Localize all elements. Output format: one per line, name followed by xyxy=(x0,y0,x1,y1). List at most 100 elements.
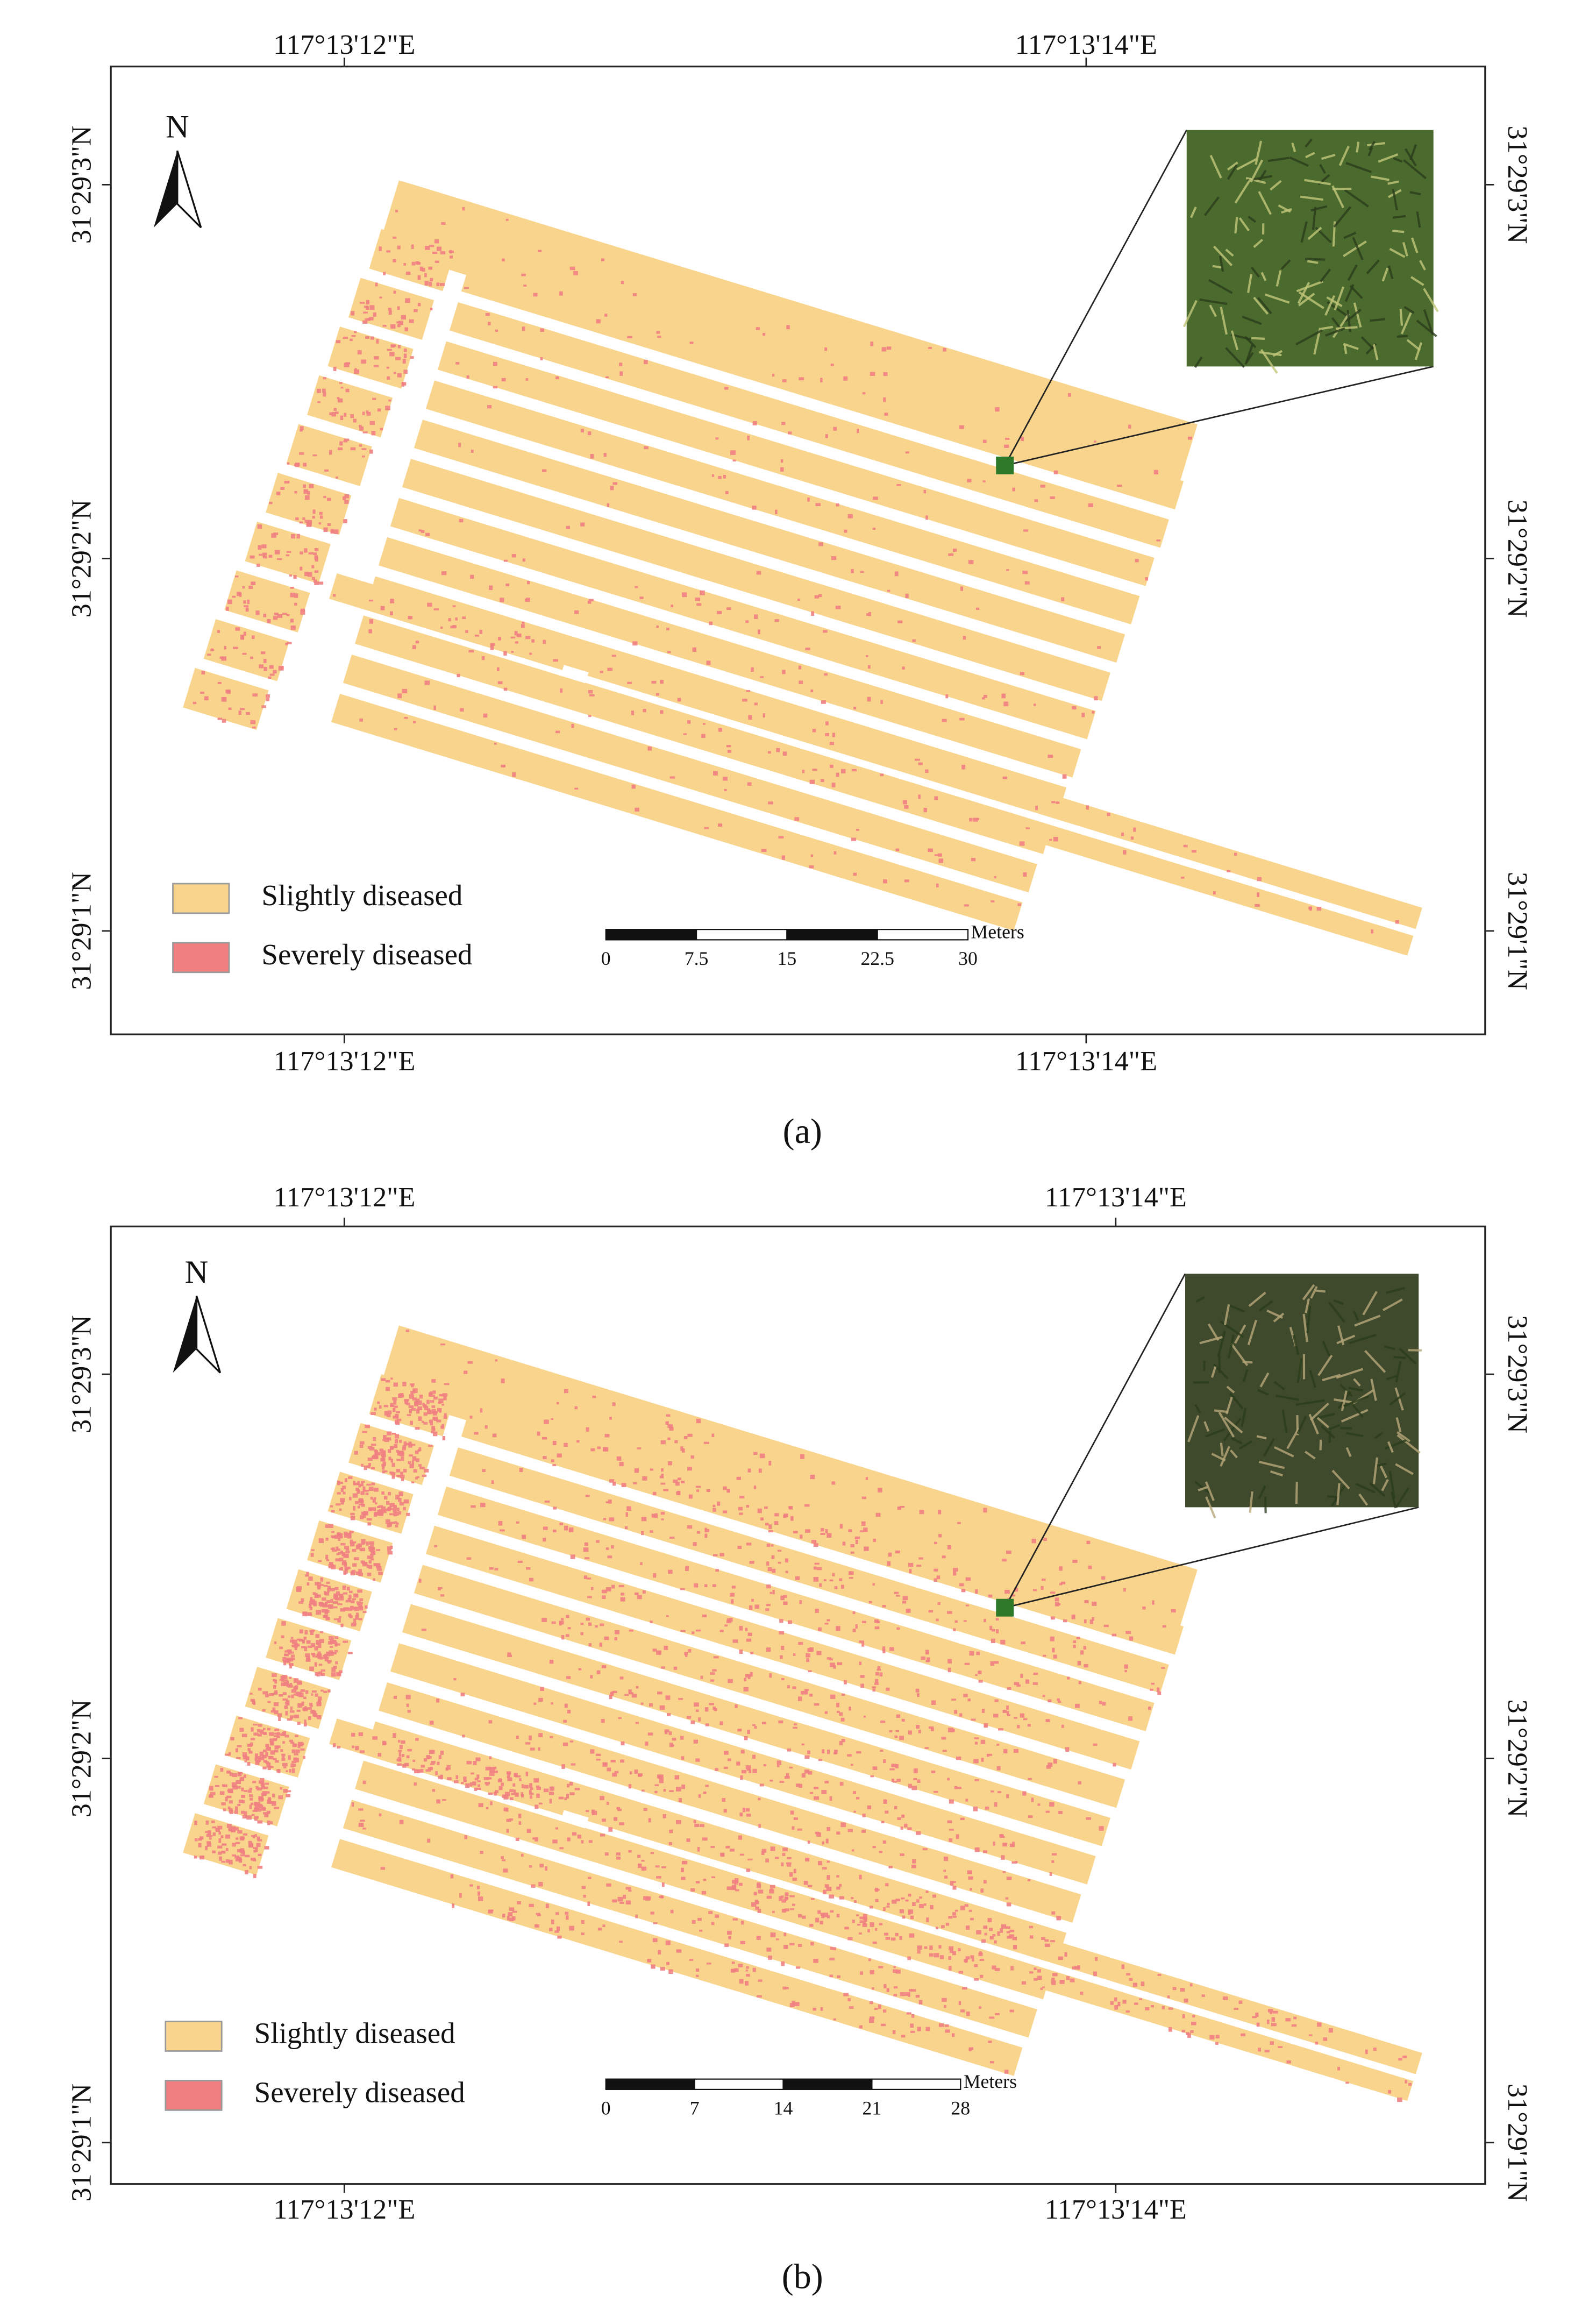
severe-speckle xyxy=(897,1506,901,1510)
severe-speckle xyxy=(770,1780,773,1782)
severe-speckle xyxy=(381,1491,384,1495)
severe-speckle xyxy=(266,1810,270,1813)
severe-speckle xyxy=(465,630,468,633)
photo-leaf xyxy=(1349,285,1363,299)
severe-speckle xyxy=(258,1734,262,1737)
severe-speckle xyxy=(274,1750,279,1753)
severe-speckle xyxy=(440,1751,444,1755)
photo-leaf xyxy=(1263,1438,1275,1457)
photo-leaf xyxy=(1395,1463,1414,1475)
severe-speckle xyxy=(1052,1647,1055,1653)
severe-speckle xyxy=(857,1923,861,1926)
severe-speckle xyxy=(299,452,304,455)
severe-speckle xyxy=(938,1534,942,1538)
severe-speckle xyxy=(1062,774,1067,779)
severe-speckle xyxy=(852,1920,855,1923)
severe-speckle xyxy=(266,698,269,701)
severe-speckle xyxy=(242,1800,245,1804)
severe-speckle xyxy=(768,801,773,805)
severe-speckle xyxy=(861,1521,866,1526)
inset-line xyxy=(1004,1506,1419,1609)
severe-speckle xyxy=(778,836,784,839)
severe-speckle xyxy=(728,1936,731,1939)
severe-speckle xyxy=(399,1440,402,1443)
severe-speckle xyxy=(826,1887,832,1892)
severe-speckle xyxy=(752,1768,757,1773)
severe-speckle xyxy=(635,1592,639,1595)
severe-speckle xyxy=(405,1400,408,1405)
severe-speckle xyxy=(703,1792,707,1794)
severe-speckle xyxy=(1078,1781,1081,1785)
severe-speckle xyxy=(396,1449,399,1453)
severe-speckle xyxy=(836,1914,840,1917)
severe-speckle xyxy=(1032,1589,1037,1591)
severe-speckle xyxy=(1044,1943,1050,1947)
severe-speckle xyxy=(318,1560,322,1562)
severe-speckle xyxy=(1084,1600,1089,1603)
severe-speckle xyxy=(252,693,258,697)
severe-speckle xyxy=(282,1762,288,1767)
severe-speckle xyxy=(868,1601,872,1604)
severe-speckle xyxy=(431,1761,436,1764)
field-strip xyxy=(378,1325,1198,1638)
severe-speckle xyxy=(382,1470,385,1474)
severe-speckle xyxy=(371,1558,374,1561)
severe-speckle xyxy=(194,1856,197,1859)
severe-speckle xyxy=(975,1589,978,1594)
photo-leaf xyxy=(1296,1357,1303,1383)
severe-speckle xyxy=(800,1690,806,1695)
photo-leaf xyxy=(1392,229,1405,233)
severe-speckle xyxy=(331,1667,336,1672)
severe-speckle xyxy=(529,1865,532,1868)
severe-speckle xyxy=(659,1705,665,1710)
severe-speckle xyxy=(663,1489,669,1491)
severe-speckle xyxy=(1271,2017,1276,2022)
photo-leaf xyxy=(1295,329,1323,346)
photo-leaf xyxy=(1225,1396,1233,1415)
severe-speckle xyxy=(712,1669,717,1672)
severe-speckle xyxy=(588,599,594,602)
severe-speckle xyxy=(681,1877,686,1880)
severe-speckle xyxy=(288,1755,291,1760)
severe-speckle xyxy=(631,1694,637,1698)
severe-speckle xyxy=(393,1408,396,1412)
severe-speckle xyxy=(722,1510,728,1513)
severe-speckle xyxy=(692,647,697,652)
severe-speckle xyxy=(217,1825,223,1830)
severe-speckle xyxy=(485,1766,491,1771)
severe-speckle xyxy=(207,653,211,656)
severe-speckle xyxy=(739,1853,745,1856)
severe-speckle xyxy=(870,2016,875,2019)
severe-speckle xyxy=(904,805,909,809)
severe-speckle xyxy=(746,1814,751,1817)
severe-speckle xyxy=(952,1881,956,1884)
severe-speckle xyxy=(352,1745,354,1749)
severe-speckle xyxy=(991,1638,995,1643)
severe-speckle xyxy=(548,1792,554,1795)
severe-speckle xyxy=(423,1758,428,1762)
severe-speckle xyxy=(531,639,535,643)
severe-speckle xyxy=(556,1402,559,1405)
severe-speckle xyxy=(712,771,718,776)
severe-speckle xyxy=(502,258,505,262)
severe-speckle xyxy=(1398,2058,1402,2061)
severe-speckle xyxy=(1002,776,1008,779)
severe-speckle xyxy=(505,1792,510,1796)
severe-speckle xyxy=(574,1788,580,1790)
severe-speckle xyxy=(425,532,430,536)
severe-speckle xyxy=(194,1838,198,1842)
severe-speckle xyxy=(998,1791,1001,1794)
severe-speckle xyxy=(304,489,307,492)
severe-speckle xyxy=(269,673,275,676)
inset-line xyxy=(1004,1273,1186,1608)
severe-speckle xyxy=(619,1901,624,1904)
severe-speckle xyxy=(916,1725,920,1729)
severe-speckle xyxy=(299,1629,303,1634)
severe-speckle xyxy=(864,1546,869,1551)
severe-speckle xyxy=(1037,1969,1042,1973)
severe-speckle xyxy=(318,1671,323,1674)
lon-label: 117°13'14"E xyxy=(1015,29,1157,60)
severe-speckle xyxy=(783,1595,787,1598)
severe-speckle xyxy=(1148,1707,1151,1710)
severe-speckle xyxy=(382,1451,386,1456)
